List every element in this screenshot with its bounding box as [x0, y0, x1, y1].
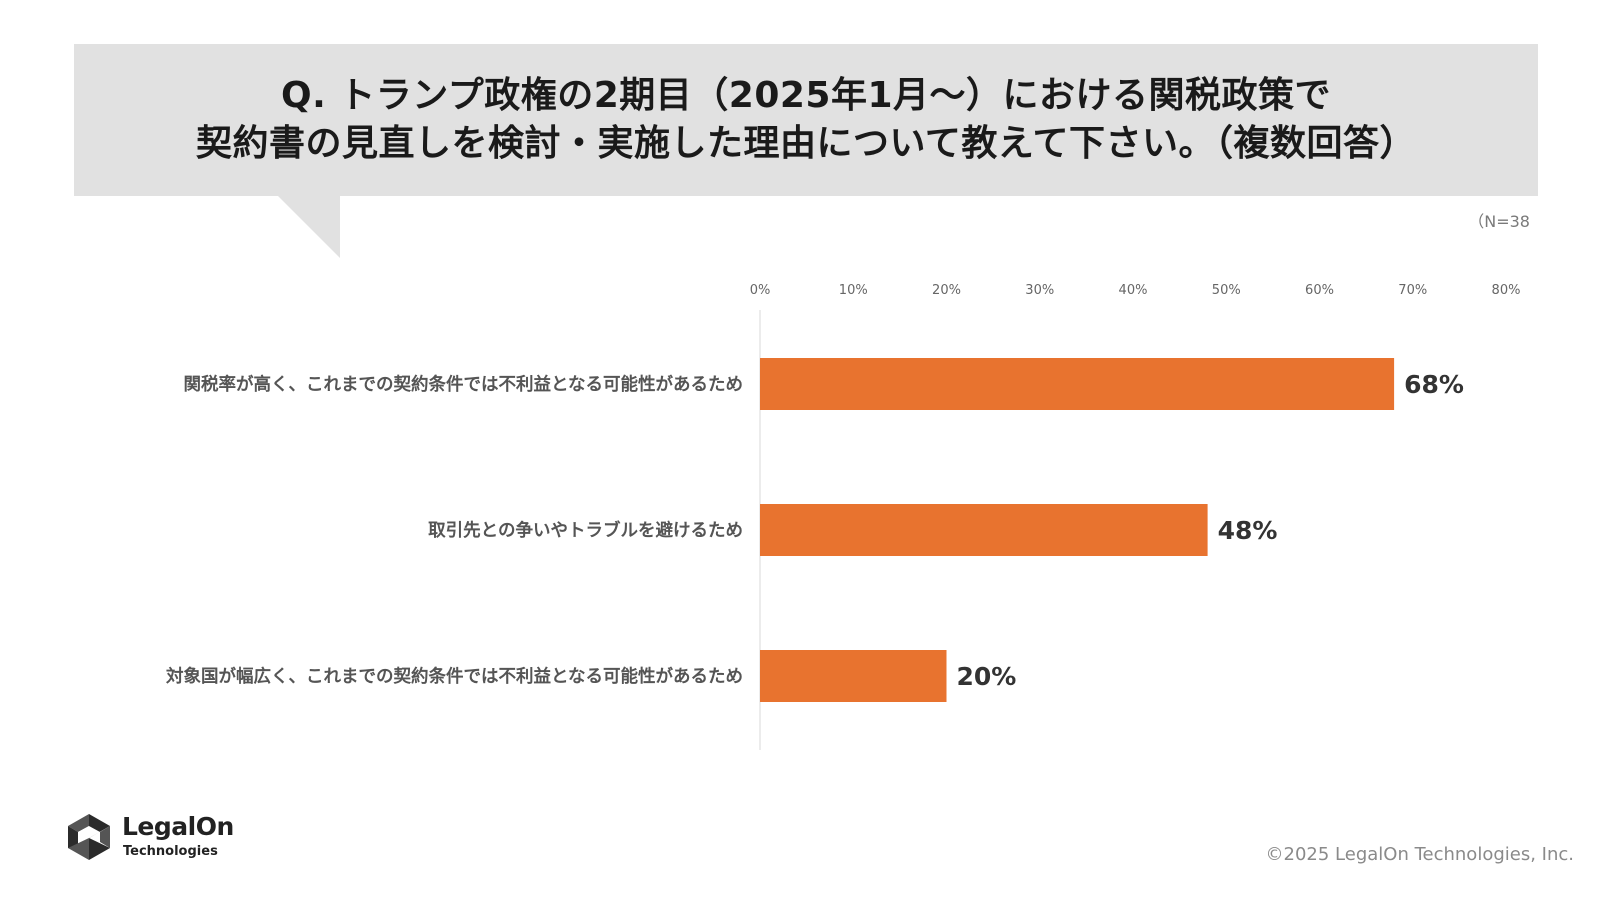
- x-tick-label: 10%: [839, 283, 868, 298]
- x-tick-label: 0%: [750, 283, 771, 298]
- question-line-1: Q. トランプ政権の2期目（2025年1月～）における関税政策で: [280, 75, 1332, 116]
- question-line-2: 契約書の見直しを検討・実施した理由について教えて下さい。（複数回答）: [195, 123, 1417, 164]
- x-axis-ticks: 0% 10% 20% 30% 40% 50% 60% 70% 80%: [750, 283, 1521, 298]
- category-label: 取引先との争いやトラブルを避けるため: [428, 520, 743, 541]
- sample-size: （N=38: [1468, 212, 1530, 231]
- copyright: ©2025 LegalOn Technologies, Inc.: [1265, 844, 1574, 865]
- logo-name: LegalOn: [122, 812, 234, 841]
- x-tick-label: 60%: [1305, 283, 1334, 298]
- x-tick-label: 40%: [1119, 283, 1148, 298]
- data-label: 48%: [1218, 516, 1278, 545]
- logo-subtitle: Technologies: [123, 844, 218, 859]
- legalon-logo-icon: [68, 814, 110, 860]
- category-label: 関税率が高く、これまでの契約条件では不利益となる可能性があるため: [184, 374, 743, 395]
- question-title: Q. トランプ政権の2期目（2025年1月～）における関税政策で 契約書の見直し…: [74, 72, 1538, 168]
- bar: [760, 358, 1395, 410]
- bar: [760, 504, 1208, 556]
- category-label: 対象国が幅広く、これまでの契約条件では不利益となる可能性があるため: [165, 666, 743, 687]
- bars: 関税率が高く、これまでの契約条件では不利益となる可能性があるため 68% 取引先との…: [165, 358, 1464, 702]
- x-tick-label: 50%: [1212, 283, 1241, 298]
- x-tick-label: 30%: [1025, 283, 1054, 298]
- question-box: [74, 44, 1538, 196]
- x-tick-label: 70%: [1398, 283, 1427, 298]
- data-label: 20%: [957, 662, 1017, 691]
- x-tick-label: 80%: [1492, 283, 1521, 298]
- bar: [760, 650, 947, 702]
- data-label: 68%: [1404, 370, 1464, 399]
- company-logo: LegalOn Technologies: [66, 812, 266, 864]
- x-tick-label: 20%: [932, 283, 961, 298]
